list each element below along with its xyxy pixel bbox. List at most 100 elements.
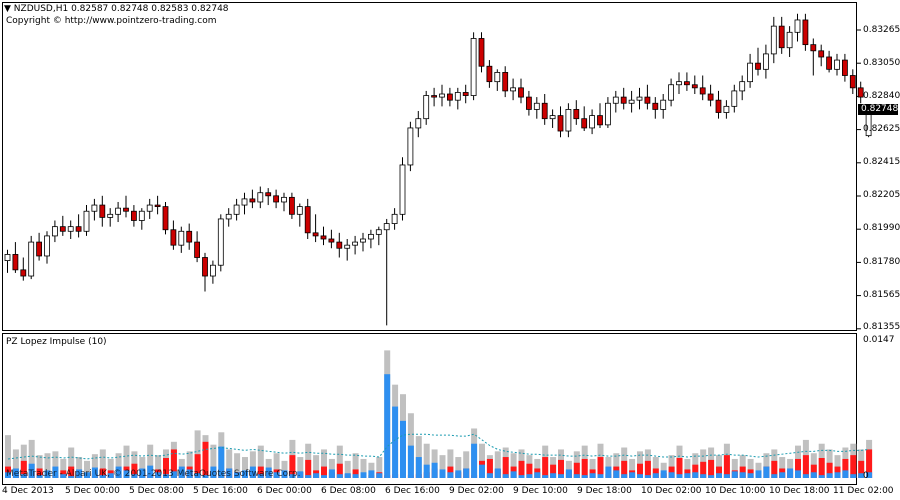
bull-candle: [233, 204, 240, 215]
impulse-up-bar: [684, 473, 691, 478]
impulse-total-bar: [36, 455, 43, 478]
impulse-total-bar: [763, 453, 770, 478]
bull-candle: [660, 99, 667, 110]
impulse-total-bar: [210, 444, 217, 478]
bear-candle: [849, 75, 856, 89]
bull-candle: [209, 264, 216, 277]
bull-candle: [439, 93, 445, 98]
copyright-text: Copyright © http://www.pointzero-trading…: [6, 16, 217, 26]
time-axis-label: 9 Dec 02:00: [449, 486, 504, 496]
impulse-down-bar: [20, 460, 27, 478]
impulse-total-bar: [313, 455, 320, 478]
bull-candle: [28, 241, 35, 277]
bear-candle: [802, 19, 809, 46]
bear-candle: [320, 235, 327, 240]
impulse-up-bar: [558, 474, 564, 478]
bear-candle: [328, 238, 335, 243]
impulse-up-bar: [384, 374, 391, 478]
impulse-down-bar: [866, 449, 873, 478]
chart-title: ▼ NZDUSD,H1 0.82587 0.82748 0.82583 0.82…: [4, 4, 229, 15]
impulse-total-bar: [739, 455, 746, 478]
impulse-up-bar: [20, 474, 27, 478]
impulse-down-bar: [573, 462, 580, 478]
impulse-up-bar: [147, 465, 154, 478]
time-axis-label: 10 Dec 18:00: [769, 486, 830, 496]
time-axis-label: 9 Dec 18:00: [577, 486, 632, 496]
bear-candle: [620, 96, 627, 104]
impulse-up-bar: [771, 474, 778, 478]
bear-candle: [486, 65, 493, 83]
impulse-total-bar: [139, 457, 146, 478]
impulse-down-bar: [321, 466, 327, 478]
impulse-total-bar: [68, 447, 75, 478]
impulse-up-bar: [652, 473, 659, 478]
impulse-down-bar: [637, 463, 643, 478]
impulse-total-bar: [779, 457, 786, 478]
impulse-down-bar: [518, 460, 525, 478]
current-price-tag: 0.82748: [858, 104, 898, 115]
impulse-total-bar: [510, 453, 517, 478]
bull-candle: [770, 25, 777, 55]
impulse-up-bar: [660, 470, 667, 478]
impulse-up-bar: [68, 476, 75, 478]
impulse-total-bar: [123, 445, 130, 478]
impulse-up-bar: [242, 470, 248, 478]
impulse-down-bar: [99, 468, 106, 478]
dropdown-triangle-icon[interactable]: ▼: [4, 4, 11, 14]
bull-candle: [281, 196, 287, 203]
price-axis-label: 0.81565: [863, 290, 900, 300]
indicator-pane[interactable]: [2, 333, 857, 485]
bull-candle: [834, 59, 840, 70]
impulse-down-bar: [676, 458, 683, 478]
bull-candle: [747, 62, 753, 83]
bear-candle: [691, 84, 698, 89]
impulse-total-bar: [52, 451, 59, 478]
impulse-up-bar: [779, 472, 786, 478]
price-axis-label: 0.81355: [863, 322, 900, 332]
impulse-total-bar: [84, 460, 90, 478]
impulse-up-bar: [202, 475, 209, 478]
bear-candle: [518, 87, 524, 98]
impulse-down-bar: [257, 466, 264, 478]
bear-candle: [597, 115, 603, 126]
bear-candle: [36, 241, 42, 257]
impulse-total-bar: [91, 454, 98, 478]
impulse-down-bar: [352, 469, 359, 478]
impulse-up-bar: [463, 468, 470, 478]
price-chart-pane[interactable]: [2, 2, 857, 331]
impulse-up-bar: [115, 466, 122, 478]
bull-candle: [470, 38, 477, 96]
impulse-total-bar: [328, 458, 335, 478]
bull-candle: [107, 213, 114, 218]
bull-candle: [391, 213, 398, 224]
impulse-up-bar: [850, 474, 857, 478]
impulse-up-bar: [834, 472, 841, 478]
impulse-up-bar: [581, 475, 588, 478]
impulse-up-bar: [107, 473, 114, 478]
impulse-up-bar: [692, 472, 699, 478]
bull-candle: [178, 230, 185, 246]
bull-candle: [83, 210, 90, 232]
impulse-up-bar: [12, 468, 19, 478]
time-axis-label: 5 Dec 16:00: [193, 486, 248, 496]
bull-candle: [352, 241, 359, 246]
bear-candle: [581, 118, 588, 129]
bear-candle: [265, 192, 272, 197]
impulse-down-bar: [68, 466, 75, 478]
impulse-down-bar: [826, 462, 833, 478]
symbol-quote: NZDUSD,H1 0.82587 0.82748 0.82583 0.8274…: [13, 4, 229, 14]
bull-candle: [731, 90, 738, 107]
bear-candle: [431, 95, 438, 98]
impulse-total-bar: [684, 458, 691, 478]
impulse-total-bar: [455, 457, 462, 478]
impulse-down-bar: [810, 464, 817, 478]
watermark-text: MetaTrader - Alpari UK, © 2001-2013 Meta…: [6, 469, 301, 479]
bull-candle: [241, 198, 248, 206]
bull-candle: [794, 19, 801, 33]
impulse-up-bar: [400, 420, 406, 478]
bear-candle: [273, 195, 280, 203]
impulse-total-bar: [273, 453, 280, 478]
bear-candle: [526, 96, 532, 110]
impulse-up-bar: [755, 470, 762, 478]
impulse-up-bar: [52, 466, 59, 478]
